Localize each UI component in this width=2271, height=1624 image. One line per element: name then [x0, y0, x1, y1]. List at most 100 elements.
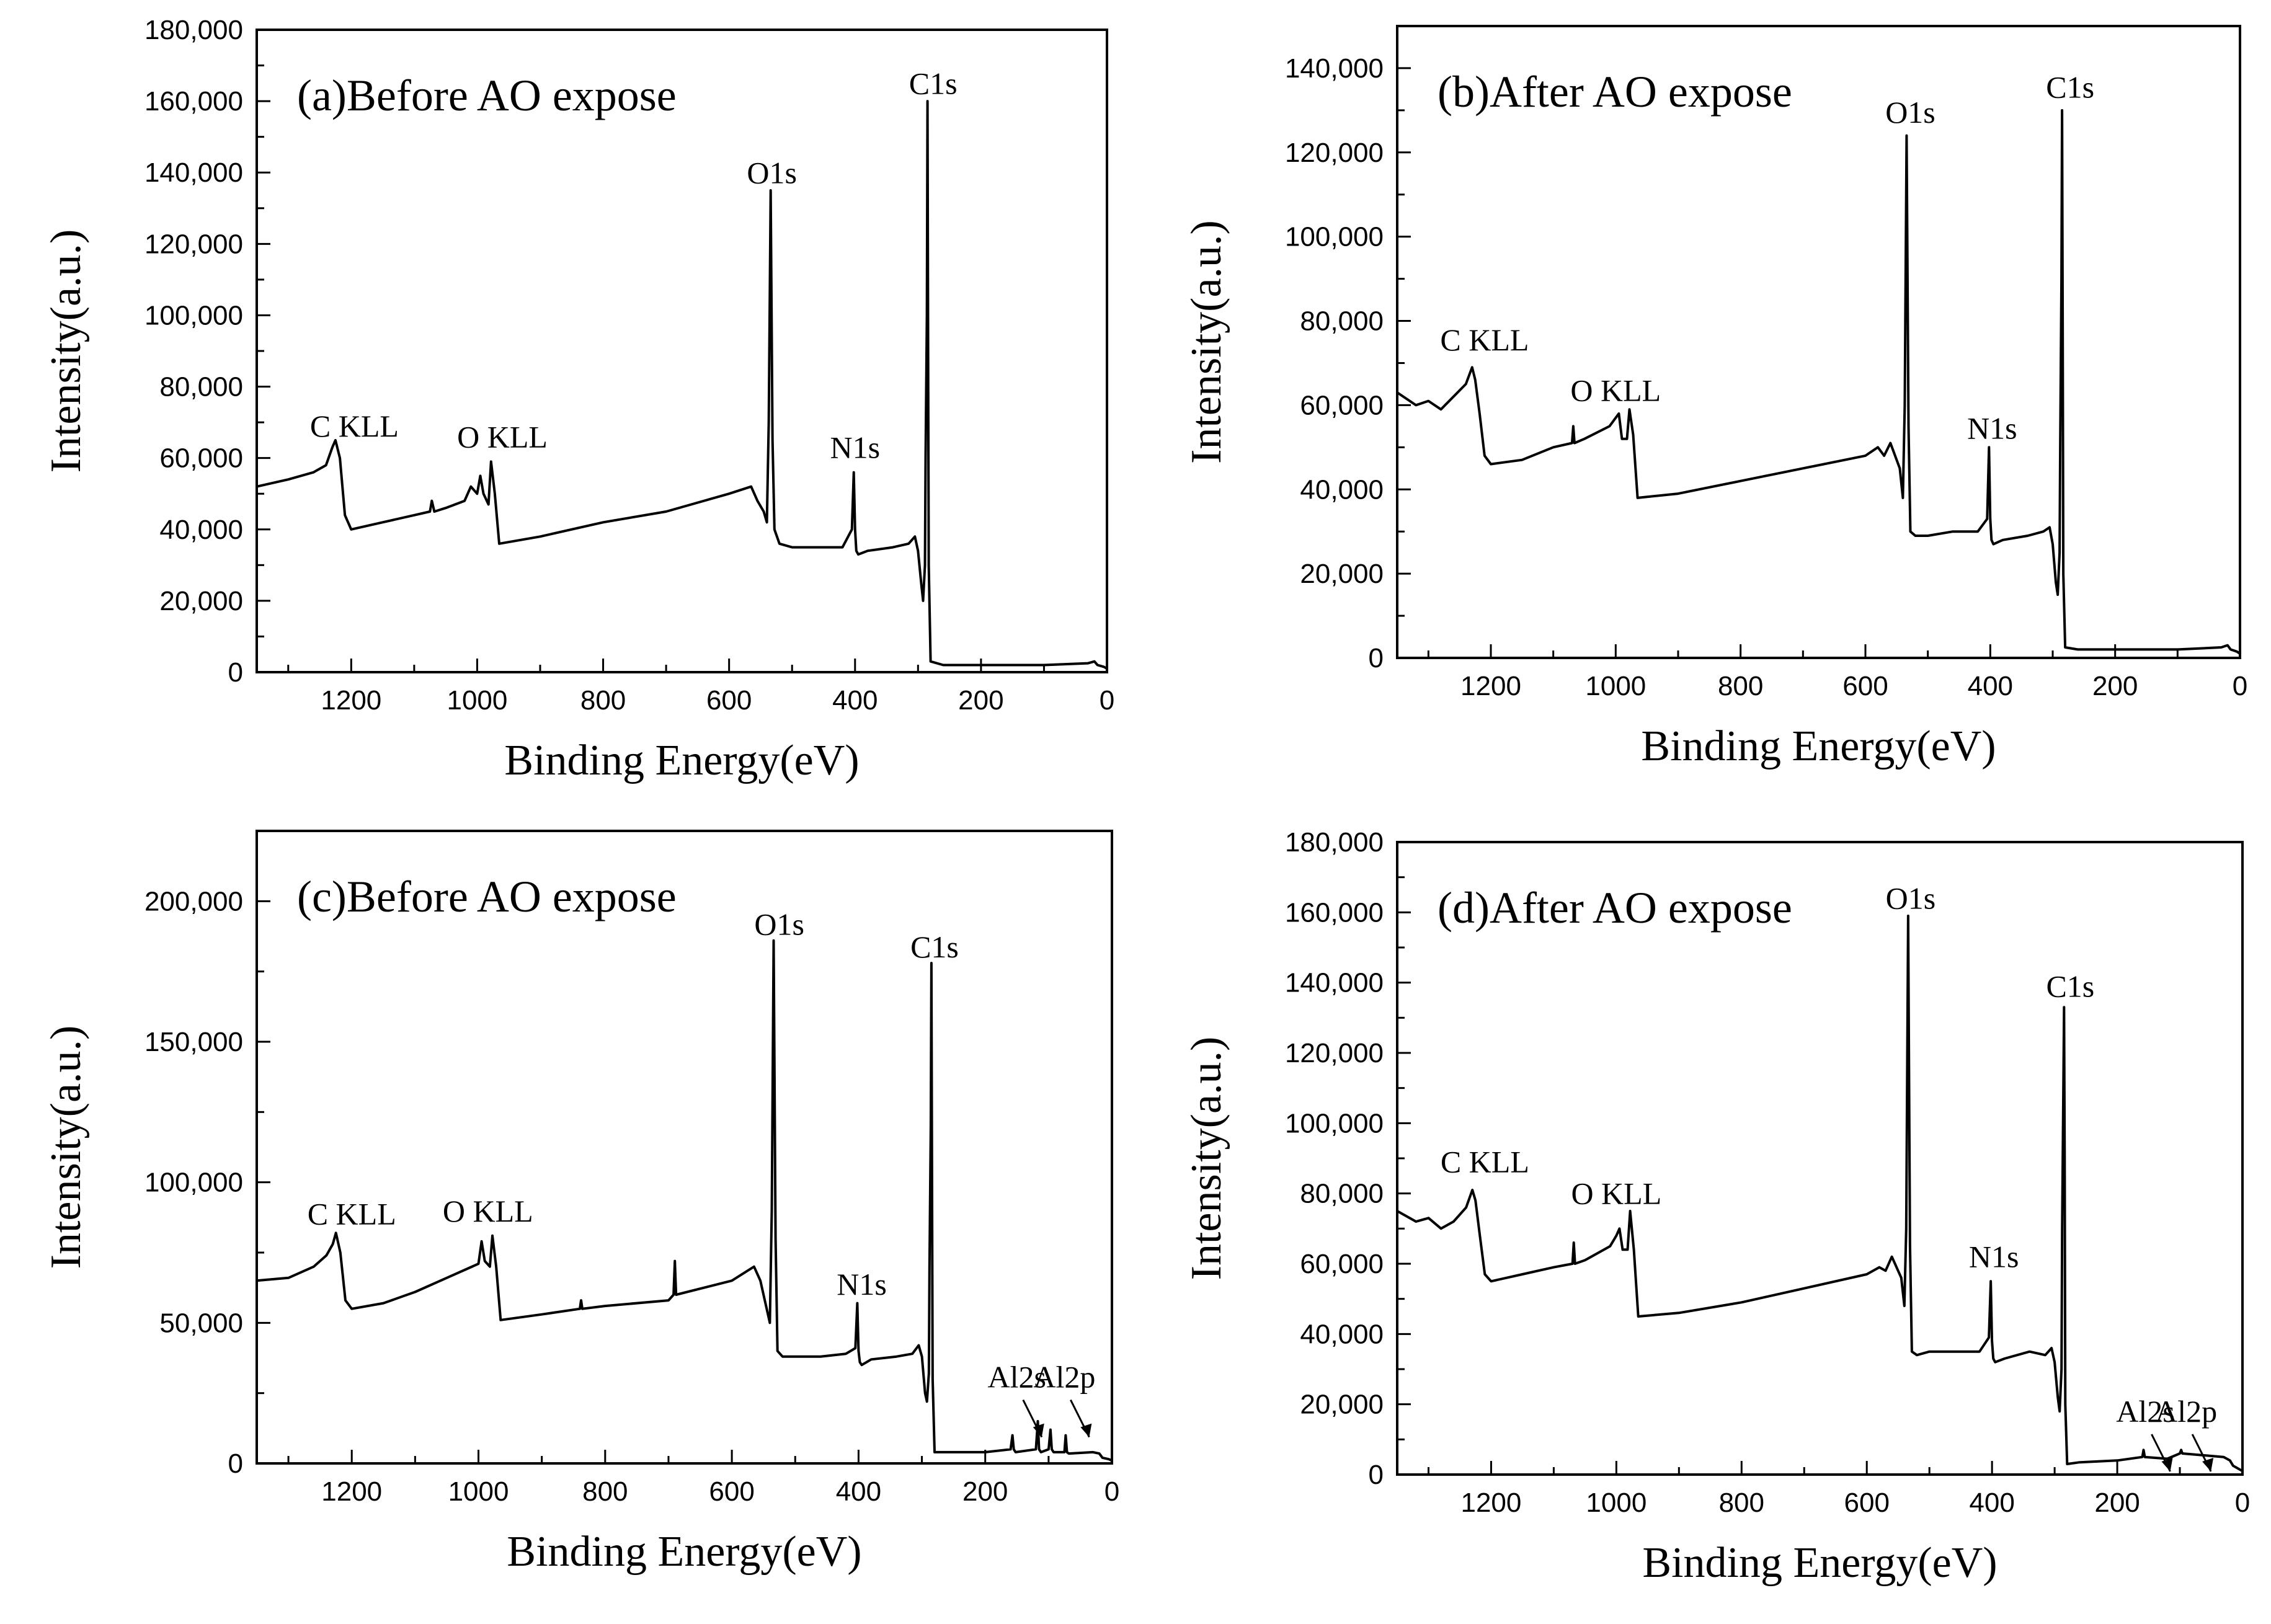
- y-tick-label: 140,000: [1285, 53, 1384, 84]
- y-tick-label: 120,000: [144, 229, 243, 259]
- y-tick-label: 60,000: [1300, 390, 1384, 420]
- chart-panel-d: 1200 1000 800 600 400 200 0 0 20,000 40,000 60,000…: [1183, 827, 2250, 1587]
- y-tick-label: 80,000: [1300, 306, 1384, 337]
- spectrum-line: [256, 939, 1113, 1462]
- y-tick-label: 20,000: [1300, 559, 1384, 589]
- y-tick-label: 20,000: [1300, 1390, 1384, 1420]
- peak-label: C1s: [910, 930, 959, 964]
- arrow-head: [1033, 1423, 1044, 1437]
- x-tick-label: 200: [2092, 671, 2138, 701]
- x-tick-label: 1200: [321, 1476, 382, 1507]
- x-tick-label: 600: [709, 1476, 754, 1507]
- y-axis-title: Intensity(a.u.): [42, 1026, 90, 1269]
- chart-panel-c: 1200 1000 800 600 400 200 0 0 50,000 100,000 150,0…: [42, 830, 1119, 1576]
- x-tick-label: 800: [580, 685, 626, 716]
- x-tick-label: 1200: [1460, 1488, 1521, 1518]
- peak-label: O1s: [747, 155, 797, 190]
- panel-title: (a)Before AO expose: [297, 71, 677, 120]
- x-tick-label: 1200: [1460, 671, 1521, 701]
- y-tick-label: 100,000: [144, 1168, 243, 1198]
- x-axis-title: Binding Energy(eV): [1641, 722, 1996, 770]
- x-tick-label: 800: [582, 1476, 628, 1507]
- y-tick-label: 40,000: [1300, 474, 1384, 505]
- x-tick-label: 800: [1718, 671, 1763, 701]
- peak-label: N1s: [837, 1267, 887, 1302]
- peak-label: O KLL: [457, 419, 548, 454]
- x-axis-title: Binding Energy(eV): [504, 737, 859, 784]
- y-tick-label: 180,000: [144, 15, 243, 45]
- arrow-head: [1080, 1423, 1092, 1437]
- x-tick-label: 400: [836, 1476, 881, 1507]
- x-tick-label: 200: [962, 1476, 1008, 1507]
- y-tick-label: 140,000: [1285, 968, 1384, 998]
- spectrum-line: [1397, 915, 2243, 1473]
- x-tick-label: 0: [1100, 685, 1114, 716]
- y-tick-label: 0: [228, 657, 243, 688]
- y-tick-label: 60,000: [1300, 1249, 1384, 1279]
- y-axis-title: Intensity(a.u.): [1183, 1037, 1230, 1280]
- x-tick-label: 1000: [448, 1476, 509, 1507]
- x-tick-label: 600: [1842, 671, 1888, 701]
- y-tick-label: 100,000: [144, 300, 243, 331]
- x-tick-label: 200: [958, 685, 1003, 716]
- peak-label: O KLL: [443, 1194, 533, 1228]
- x-axis-title: Binding Energy(eV): [507, 1528, 861, 1576]
- y-tick-label: 50,000: [159, 1308, 243, 1338]
- x-axis-title: Binding Energy(eV): [1642, 1539, 1997, 1587]
- y-tick-label: 160,000: [144, 86, 243, 117]
- y-axis-title: Intensity(a.u.): [1183, 220, 1230, 464]
- peak-label: O KLL: [1570, 373, 1661, 408]
- y-tick-label: 100,000: [1285, 1108, 1384, 1138]
- y-tick-label: 150,000: [144, 1027, 243, 1057]
- y-tick-label: 160,000: [1285, 897, 1384, 928]
- peak-label: C KLL: [1441, 1145, 1529, 1179]
- peak-label: C KLL: [310, 409, 399, 443]
- panel-title: (b)After AO expose: [1438, 67, 1792, 117]
- peak-label: C1s: [909, 66, 958, 101]
- y-tick-label: 100,000: [1285, 222, 1384, 252]
- y-tick-label: 0: [228, 1449, 243, 1479]
- y-tick-label: 200,000: [144, 886, 243, 916]
- x-tick-label: 1000: [1586, 1488, 1647, 1518]
- y-tick-label: 0: [1369, 643, 1384, 673]
- x-tick-label: 0: [1104, 1476, 1119, 1507]
- peak-label: N1s: [1969, 1240, 2019, 1274]
- x-tick-label: 0: [2235, 1488, 2250, 1518]
- peak-label: C KLL: [1440, 322, 1529, 357]
- spectrum-line: [1396, 109, 2241, 655]
- y-tick-label: 140,000: [144, 158, 243, 188]
- plot-frame: [256, 830, 1113, 1465]
- y-tick-label: 80,000: [159, 372, 243, 402]
- peak-label: O1s: [1885, 95, 1935, 130]
- peak-label: Al2s: [2116, 1394, 2174, 1429]
- peak-label: C1s: [2046, 969, 2094, 1003]
- y-tick-label: 0: [1369, 1460, 1384, 1490]
- peak-label: Al2s: [988, 1360, 1046, 1395]
- peak-label: N1s: [830, 430, 880, 465]
- x-tick-label: 400: [1968, 671, 2013, 701]
- x-tick-label: 200: [2094, 1488, 2140, 1518]
- y-tick-label: 40,000: [159, 515, 243, 545]
- peak-label: O1s: [754, 907, 804, 942]
- x-tick-label: 600: [706, 685, 752, 716]
- panel-title: (c)Before AO expose: [297, 872, 677, 921]
- y-tick-label: 120,000: [1285, 138, 1384, 168]
- x-tick-label: 400: [1969, 1488, 2014, 1518]
- peak-label: O1s: [1886, 881, 1936, 916]
- y-tick-label: 20,000: [159, 586, 243, 616]
- y-tick-label: 180,000: [1285, 827, 1384, 858]
- y-tick-label: 40,000: [1300, 1319, 1384, 1349]
- y-tick-label: 120,000: [1285, 1038, 1384, 1068]
- peak-label: O KLL: [1571, 1176, 1661, 1211]
- peak-label: C KLL: [308, 1197, 396, 1231]
- x-tick-label: 1200: [321, 685, 381, 716]
- y-tick-label: 80,000: [1300, 1179, 1384, 1209]
- x-tick-label: 0: [2233, 671, 2247, 701]
- chart-panel-a: 1200 1000 800 600 400 200 0 0 20,000 40,000 60,000…: [42, 15, 1114, 784]
- peak-label: Al2p: [2155, 1394, 2217, 1429]
- x-tick-label: 1000: [1585, 671, 1646, 701]
- peak-label: Al2p: [1033, 1360, 1095, 1395]
- peak-label: C1s: [2046, 69, 2094, 104]
- panel-title: (d)After AO expose: [1438, 883, 1792, 933]
